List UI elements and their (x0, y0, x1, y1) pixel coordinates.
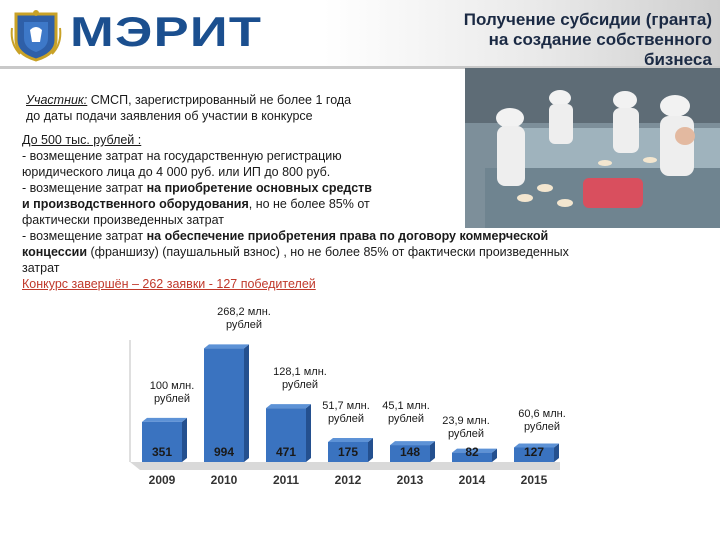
bar-value-2014: 82 (465, 445, 479, 459)
item2-bold-2: и производственного оборудования (22, 197, 249, 211)
amount-label-line: рублей (153, 393, 191, 405)
amount-label-2011: 128,1 млн. рублей (270, 366, 330, 392)
title-line-3: бизнеса (643, 50, 712, 69)
page-title: Получение субсидии (гранта) на создание … (392, 10, 712, 70)
bar-value-2015: 127 (524, 445, 544, 459)
item3-line-2: концессии (франшизу) (паушальный взнос) … (22, 244, 569, 260)
item2-line-1: - возмещение затрат на приобретение осно… (22, 180, 569, 196)
meryt-logo: МЭРИТ (70, 8, 263, 55)
item3-rest: (франшизу) (паушальный взнос) , но не бо… (87, 245, 569, 259)
bar-top-2012 (328, 438, 373, 442)
bar-side-2013 (430, 441, 435, 462)
amount-label-line: 128,1 млн. (273, 366, 327, 378)
tick-label-2011: 2011 (273, 473, 299, 487)
bar-top-2014 (452, 448, 497, 453)
amount-label-line: 60,6 млн. (518, 408, 566, 420)
samara-emblem-icon (10, 10, 62, 62)
participant-text: СМСП, зарегистрированный не более 1 года (87, 93, 352, 107)
bar-top-2011 (266, 404, 311, 409)
amount-label-line: рублей (327, 413, 365, 425)
bar-side-2009 (182, 417, 187, 462)
amount-label-line: 45,1 млн. (382, 400, 430, 412)
amount-label-2009: 100 млн. рублей (142, 380, 202, 406)
item2-line-2: и производственного оборудования, но не … (22, 196, 569, 212)
item1-line-1: - возмещение затрат на государственную р… (22, 149, 342, 163)
amount-label-2015: 60,6 млн. рублей (512, 408, 572, 434)
chart-floor (130, 462, 580, 470)
title-line-1: Получение субсидии (гранта) (463, 10, 712, 29)
tick-label-2010: 2010 (211, 473, 238, 487)
item1-line-2: юридического лица до 4 000 руб. или ИП д… (22, 165, 331, 179)
amount-label-2013: 45,1 млн. рублей (376, 400, 436, 426)
item2-bold-1: на приобретение основных средств (146, 181, 372, 195)
bar-2010 (204, 348, 244, 462)
item3-line-3: затрат (22, 261, 60, 275)
bar-2011 (266, 408, 306, 462)
amount-label-line: рублей (447, 428, 485, 440)
amount-label-line: рублей (225, 319, 263, 331)
participant-label: Участник: (26, 93, 88, 107)
header-bar (0, 0, 720, 68)
tick-label-2012: 2012 (335, 473, 362, 487)
bakery-photo (465, 68, 720, 228)
bar-2013 (390, 445, 430, 462)
bar-2009 (142, 421, 182, 462)
amount-label-line: рублей (387, 413, 425, 425)
amount-label-2012: 51,7 млн. рублей (316, 400, 376, 426)
bar-top-2013 (390, 441, 435, 446)
item3-line-1: - возмещение затрат на обеспечение приоб… (22, 228, 569, 244)
item2-rest: , но не более 85% от (248, 197, 370, 211)
amount-label-2014: 23,9 млн. рублей (436, 415, 496, 441)
bar-side-2014 (492, 448, 497, 462)
bar-value-2011: 471 (276, 445, 296, 459)
contest-result: Конкурс завершён – 262 заявки - 127 побе… (22, 277, 316, 291)
bar-2015 (514, 447, 554, 462)
amount-label-line: 51,7 млн. (322, 400, 370, 412)
title-line-2: на создание собственного (488, 30, 712, 49)
amount-label-line: 268,2 млн. (217, 306, 271, 318)
item3-bold-1: на обеспечение приобретения права по дог… (146, 229, 549, 243)
bar-side-2012 (368, 438, 373, 462)
bar-top-2015 (514, 443, 559, 448)
item3-pre: - возмещение затрат (22, 229, 147, 243)
limit-block: До 500 тыс. рублей : - возмещение затрат… (22, 132, 569, 292)
amount-label-2010: 268,2 млн. рублей (214, 306, 274, 332)
item3-bold-2: концессии (22, 245, 88, 259)
amount-label-line: рублей (523, 421, 561, 433)
limit-heading: До 500 тыс. рублей : (22, 133, 142, 147)
bar-top-2009 (142, 417, 187, 422)
header-divider (0, 66, 720, 69)
bar-side-2011 (306, 404, 311, 462)
bar-value-2013: 148 (400, 445, 420, 459)
tick-label-2014: 2014 (459, 473, 486, 487)
bar-value-2012: 175 (338, 445, 358, 459)
amount-label-line: 100 млн. (149, 380, 195, 392)
tick-label-2009: 2009 (149, 473, 176, 487)
grants-chart: 351 2009 994 2010 471 2011 175 2012 148 2013 82 201… (120, 300, 580, 500)
bar-side-2010 (244, 344, 249, 462)
item2-line-3: фактически произведенных затрат (22, 213, 225, 227)
bar-value-2010: 994 (214, 445, 234, 459)
participant-line-2: до даты подачи заявления об участии в ко… (26, 109, 313, 123)
chart-svg: 351 2009 994 2010 471 2011 175 2012 148 2013 82 201… (129, 340, 580, 487)
tick-label-2013: 2013 (397, 473, 424, 487)
bar-side-2015 (554, 443, 559, 462)
amount-label-line: рублей (281, 379, 319, 391)
bar-2012 (328, 442, 368, 462)
participant-line-1: Участник: СМСП, зарегистрированный не бо… (26, 92, 351, 108)
bar-2014 (452, 452, 492, 462)
participant-block: Участник: СМСП, зарегистрированный не бо… (26, 92, 351, 124)
bar-value-2009: 351 (152, 445, 172, 459)
amount-label-line: 23,9 млн. (442, 415, 490, 427)
tick-label-2015: 2015 (521, 473, 548, 487)
bar-top-2010 (204, 344, 249, 349)
item2-pre: - возмещение затрат (22, 181, 147, 195)
